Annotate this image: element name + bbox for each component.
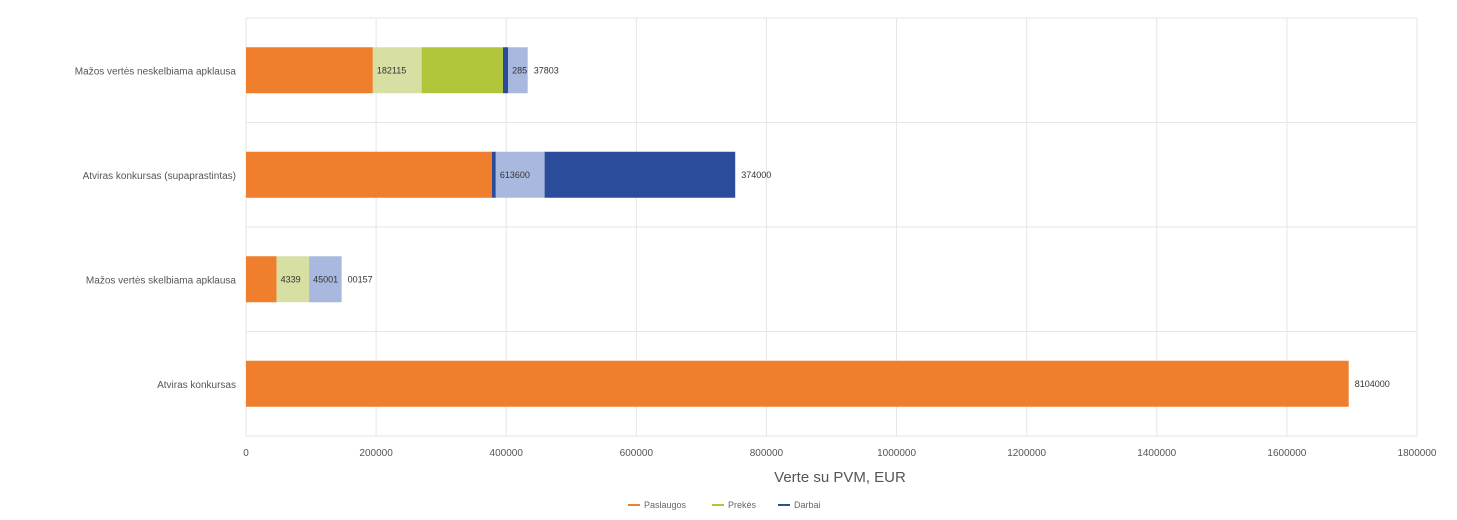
bar-segment xyxy=(508,47,528,94)
x-tick-label: 800000 xyxy=(750,448,784,459)
data-label: 613600 xyxy=(500,170,530,180)
x-tick-label: 0 xyxy=(243,448,249,459)
bar-segment xyxy=(495,151,545,198)
bar-segment xyxy=(491,151,496,198)
bar-segment xyxy=(372,47,422,94)
data-label: 37803 xyxy=(534,65,559,75)
category-label: Atviras konkursas (supaprastintas) xyxy=(83,171,236,182)
bar-segment xyxy=(309,256,342,303)
bar-segment xyxy=(421,47,503,94)
x-tick-label: 600000 xyxy=(620,448,654,459)
x-tick-label: 1800000 xyxy=(1398,448,1437,459)
legend-label: Prekės xyxy=(728,500,757,510)
legend-label: Darbai xyxy=(794,500,821,510)
bar-segment xyxy=(246,151,492,198)
data-label: 00157 xyxy=(348,274,373,284)
category-label: Mažos vertės neskelbiama apklausa xyxy=(75,66,237,77)
x-axis-title: Verte su PVM, EUR xyxy=(774,469,906,486)
data-label: 4339 xyxy=(281,274,301,284)
x-tick-label: 1000000 xyxy=(877,448,916,459)
bar-segment xyxy=(246,47,373,94)
bar-segment xyxy=(276,256,310,303)
data-label: 374000 xyxy=(741,170,771,180)
x-tick-label: 1600000 xyxy=(1267,448,1306,459)
x-tick-label: 1400000 xyxy=(1137,448,1176,459)
data-label: 8104000 xyxy=(1355,379,1390,389)
bar-segment xyxy=(246,256,277,303)
category-label: Mažos vertės skelbiama apklausa xyxy=(86,275,237,286)
category-label: Atviras konkursas xyxy=(157,380,236,391)
x-tick-label: 1200000 xyxy=(1007,448,1046,459)
bar-segment xyxy=(502,47,509,94)
legend-label: Paslaugos xyxy=(644,500,687,510)
x-tick-label: 200000 xyxy=(359,448,393,459)
x-tick-label: 400000 xyxy=(490,448,524,459)
bar-segment xyxy=(246,360,1349,407)
bar-segment xyxy=(544,151,736,198)
data-label: 45001 xyxy=(313,274,338,284)
data-label: 285 xyxy=(512,65,527,75)
data-label: 182115 xyxy=(377,65,406,75)
